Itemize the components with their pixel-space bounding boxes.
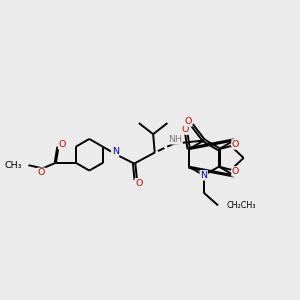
- Text: O: O: [232, 140, 239, 149]
- Text: O: O: [181, 125, 189, 134]
- Text: O: O: [184, 117, 192, 126]
- Text: NH: NH: [168, 135, 182, 144]
- Text: O: O: [135, 179, 142, 188]
- Text: CH₂CH₃: CH₂CH₃: [227, 201, 256, 210]
- Text: O: O: [38, 168, 45, 177]
- Text: O: O: [232, 167, 239, 176]
- Text: N: N: [200, 171, 207, 180]
- Text: O: O: [58, 140, 66, 149]
- Text: CH₃: CH₃: [4, 161, 22, 170]
- Text: N: N: [112, 147, 119, 156]
